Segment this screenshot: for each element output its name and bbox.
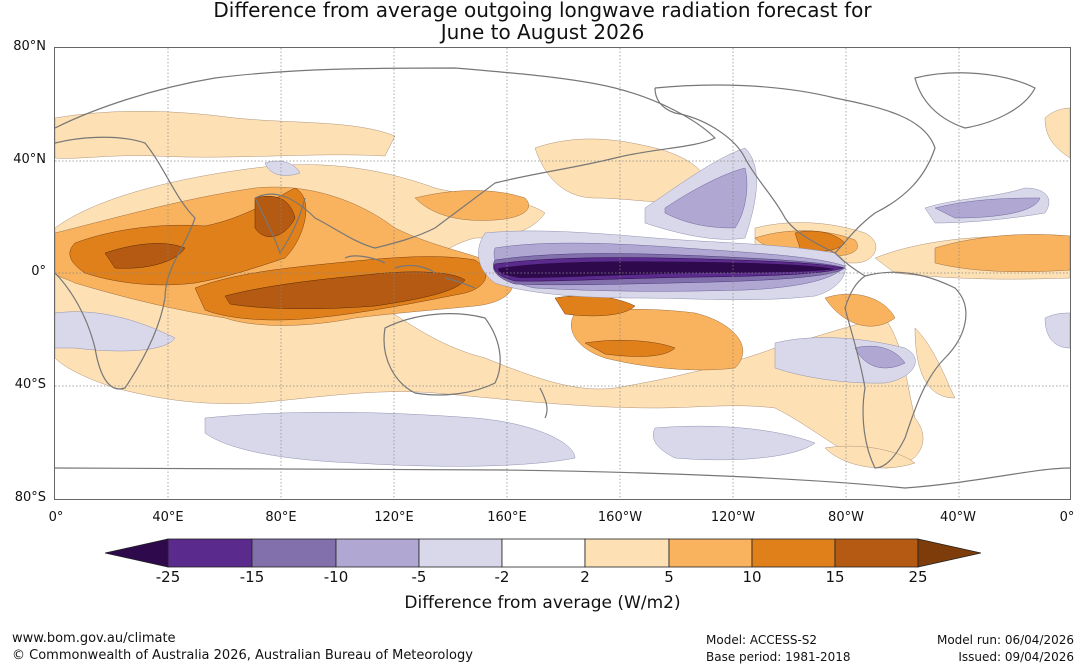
- colorbar-bin-2: [251, 538, 337, 568]
- colorbar-tick-7: 5: [664, 568, 674, 586]
- model-name: Model: ACCESS-S2: [706, 633, 818, 647]
- colorbar-bin-8: [751, 538, 836, 568]
- website-link[interactable]: www.bom.gov.au/climate: [12, 631, 176, 646]
- base-period: Base period: 1981-2018: [706, 650, 851, 664]
- colorbar-tick-10: 25: [908, 568, 928, 586]
- lat-label-equator: 0°: [31, 264, 46, 279]
- model-run-date: Model run: 06/04/2026: [936, 633, 1074, 647]
- lat-label-40n: 40°N: [13, 152, 46, 167]
- lon-label-0-right: 0°: [1059, 510, 1075, 525]
- anomaly-extreme-negative: [498, 261, 835, 278]
- map-title-line-1: Difference from average outgoing longwav…: [213, 0, 872, 22]
- colorbar-tick-9: 15: [825, 568, 845, 586]
- colorbar-bin-9: [834, 538, 919, 568]
- lon-label-120e: 120°E: [374, 510, 414, 525]
- lon-label-80w: 80°W: [828, 510, 864, 525]
- lon-label-40e: 40°E: [152, 510, 184, 525]
- colorbar-tick-4: -5: [411, 568, 427, 586]
- copyright-text: © Commonwealth of Australia 2026, Austra…: [12, 648, 473, 663]
- colorbar-tick-8: 10: [742, 568, 762, 586]
- lon-label-0-left: 0°: [48, 510, 64, 525]
- lon-label-160e: 160°E: [487, 510, 527, 525]
- colorbar-bin-7: [668, 538, 753, 568]
- lat-label-80s: 80°S: [14, 490, 46, 505]
- colorbar: [104, 538, 982, 570]
- colorbar-tick-5: -2: [494, 568, 510, 586]
- colorbar-svg: [104, 538, 982, 568]
- colorbar-bin-5: [501, 538, 586, 568]
- lat-label-80n: 80°N: [13, 39, 46, 54]
- graticule: [55, 48, 1070, 499]
- colorbar-bin-1: [167, 538, 253, 568]
- lon-label-80e: 80°E: [265, 510, 297, 525]
- colorbar-low-arrow: [104, 538, 169, 568]
- colorbar-high-arrow: [917, 538, 982, 568]
- lon-label-160w: 160°W: [597, 510, 643, 525]
- colorbar-tick-2: -15: [239, 568, 265, 586]
- colorbar-bin-3: [335, 538, 420, 568]
- issued-date: Issued: 09/04/2026: [958, 650, 1074, 664]
- ocean-map: [54, 47, 1071, 500]
- colorbar-bin-4: [418, 538, 503, 568]
- colorbar-tick-6: 2: [580, 568, 590, 586]
- colorbar-title: Difference from average (W/m2): [404, 593, 681, 613]
- colorbar-bin-6: [584, 538, 670, 568]
- lon-label-40w: 40°W: [940, 510, 976, 525]
- anomaly-map-svg: [55, 48, 1070, 499]
- colorbar-tick-1: -25: [155, 568, 181, 586]
- lon-label-120w: 120°W: [710, 510, 756, 525]
- colorbar-tick-3: -10: [323, 568, 349, 586]
- map-title-line-2: June to August 2026: [440, 20, 645, 44]
- lat-label-40s: 40°S: [14, 377, 46, 392]
- anomaly-very-strong-positive: [104, 195, 466, 310]
